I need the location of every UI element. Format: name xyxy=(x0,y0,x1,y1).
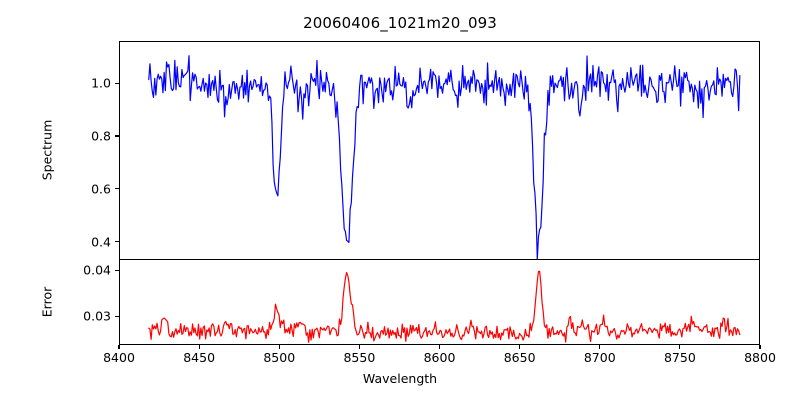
x-tick-label: 8650 xyxy=(503,350,536,365)
x-tick-mark xyxy=(118,345,120,349)
x-tick-label: 8750 xyxy=(663,350,696,365)
x-tick-mark xyxy=(519,345,521,349)
spectrum-y-axis-label: Spectrum xyxy=(39,119,55,181)
x-tick-mark xyxy=(198,345,200,349)
x-tick-mark xyxy=(759,345,761,349)
spectrum-panel xyxy=(119,41,760,260)
spectrum-plot-area xyxy=(148,55,741,259)
y-tick-label-error: 0.04 xyxy=(83,262,111,278)
error-panel xyxy=(119,259,760,345)
x-tick-mark xyxy=(438,345,441,349)
y-tick-mark-spectrum xyxy=(115,240,119,243)
error-plot-area xyxy=(148,270,741,343)
y-tick-label-spectrum: 0.6 xyxy=(91,181,111,197)
x-tick-mark xyxy=(679,345,681,349)
error-data-trace xyxy=(148,270,741,343)
y-tick-mark-error xyxy=(115,269,119,272)
y-tick-label-spectrum: 0.4 xyxy=(91,234,111,250)
x-tick-mark xyxy=(358,345,360,349)
x-tick-label: 8500 xyxy=(263,350,296,365)
x-tick-label: 8600 xyxy=(423,350,456,365)
error-y-axis-label: Error xyxy=(39,286,55,318)
x-tick-mark xyxy=(599,345,601,349)
x-tick-label: 8450 xyxy=(183,350,216,365)
y-tick-label-spectrum: 1.0 xyxy=(91,75,111,91)
y-tick-label-spectrum: 0.8 xyxy=(91,128,111,144)
spectrum-data-trace xyxy=(148,55,741,259)
x-tick-label: 8550 xyxy=(343,350,376,365)
chart-title: 20060406_1021m20_093 xyxy=(303,14,497,32)
y-tick-mark-spectrum xyxy=(115,188,119,190)
x-axis-label: Wavelength xyxy=(362,371,438,386)
y-tick-label-error: 0.03 xyxy=(83,308,111,324)
y-tick-mark-spectrum xyxy=(115,82,119,84)
x-tick-label: 8800 xyxy=(744,350,776,365)
y-tick-mark-error xyxy=(115,315,119,318)
x-tick-label: 8400 xyxy=(103,350,135,365)
y-tick-mark-spectrum xyxy=(115,135,119,137)
x-tick-mark xyxy=(278,345,280,349)
x-tick-label: 8700 xyxy=(583,350,616,365)
